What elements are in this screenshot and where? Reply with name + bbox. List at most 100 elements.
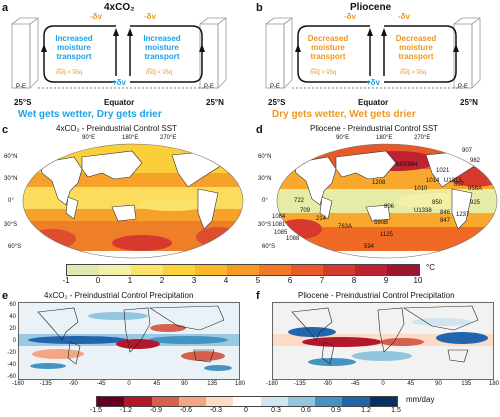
sst-colorbar-segment	[387, 265, 419, 275]
panel-b-lat-right: 25°N	[460, 98, 478, 107]
panel-e-y-ticks: 60 40 20 0 -20 -40 -60	[2, 302, 16, 382]
panel-d-lat-2: 30°N	[258, 176, 272, 182]
sst-colorbar-tick-label: 3	[191, 276, 197, 285]
site-label: 594	[364, 244, 375, 250]
precip-colorbar-tick-label: -0.6	[179, 407, 193, 414]
x-tick-label: 135	[461, 381, 472, 387]
panel-a-lat-right: 25°N	[206, 98, 224, 107]
panel-a-left-text: Increased moisture transport	[55, 34, 93, 61]
site-label: 907	[462, 148, 473, 154]
site-label: 850	[432, 200, 443, 206]
x-tick-label: 45	[407, 381, 415, 387]
precip-colorbar-segment	[124, 397, 152, 406]
y-tick-label: 60	[9, 302, 16, 308]
panel-a-title: 4xCO₂	[104, 2, 135, 13]
panel-a-top-left: -δv	[90, 12, 102, 21]
panel-c-lon-3: 270°E	[160, 135, 177, 141]
x-tick-label: 180	[488, 381, 500, 387]
panel-b-left-bottom: δ̅v̅q̅ > v̅δq	[310, 70, 337, 76]
y-tick-label: 0	[12, 338, 16, 344]
x-tick-label: 90	[181, 381, 188, 387]
site-label: 1125	[380, 232, 393, 238]
panel-d-lat-4: 30°S	[258, 222, 272, 228]
precip-colorbar-tick-label: 1.2	[361, 407, 371, 414]
panel-a-letter: a	[2, 2, 9, 14]
sst-colorbar-tick-label: -1	[62, 276, 70, 285]
x-tick-label: 0	[127, 381, 131, 387]
panel-d-letter: d	[256, 124, 263, 136]
precip-colorbar-segment	[287, 397, 316, 406]
y-tick-label: 20	[9, 326, 16, 332]
panel-b-pe-right: P-E	[458, 84, 469, 90]
x-tick-label: -45	[350, 381, 360, 387]
sst-colorbar-segment	[259, 265, 291, 275]
panel-b-lat-center: Equator	[358, 98, 389, 107]
precip-colorbar-segment	[342, 397, 370, 406]
site-label: 709	[300, 208, 311, 214]
panel-a-pe-left: P-E	[16, 84, 27, 90]
sst-colorbar-segment	[323, 265, 355, 275]
panel-c-lat-1: 60°N	[4, 154, 18, 160]
sst-colorbar-unit: °C	[426, 263, 435, 272]
sst-colorbar-tick-label: 1	[127, 276, 133, 285]
site-label: 847	[440, 218, 451, 224]
panel-a-lat-center: Equator	[104, 98, 135, 107]
y-tick-label: -40	[7, 362, 16, 368]
sst-colorbar-ticks: -1 0 1 2 3 4 5 6 7 8 9 10	[62, 276, 422, 286]
site-label: 1014	[426, 178, 440, 184]
site-label: 1088	[286, 236, 300, 242]
panel-a-right-bottom: δ̅v̅q̅ < v̅δq	[146, 70, 173, 76]
panel-b-bottom-center: +δv	[366, 78, 380, 87]
precip-colorbar-unit: mm/day	[406, 395, 435, 404]
panel-a-top-right: -δv	[144, 12, 156, 21]
precip-colorbar-segment	[260, 397, 288, 406]
precip-colorbar-tick-label: 0.3	[271, 407, 281, 414]
precip-colorbar-ticks: -1.5 -1.2 -0.9 -0.6 -0.3 0 0.3 0.6 0.9 1.2 1.5	[90, 407, 401, 416]
precip-colorbar-segment	[206, 397, 234, 406]
precip-colorbar-tick-label: -0.9	[149, 407, 163, 414]
site-label: 1081	[272, 222, 286, 228]
precip-colorbar	[96, 396, 398, 407]
site-label: 883/884	[396, 162, 418, 168]
x-tick-label: -90	[69, 381, 78, 387]
site-label: 1237	[456, 212, 470, 218]
sst-colorbar-segment	[227, 265, 259, 275]
panel-b-lat-left: 25°S	[268, 98, 286, 107]
panel-b-top-right: -δv	[398, 12, 410, 21]
precip-colorbar-segment	[151, 397, 179, 406]
sst-colorbar-tick-label: 5	[255, 276, 261, 285]
panel-f-title: Pliocene - Preindustrial Control Precipi…	[298, 291, 455, 300]
panel-c-lon-1: 90°E	[82, 135, 96, 141]
sst-colorbar-tick-label: 7	[319, 276, 325, 285]
sst-colorbar-segment	[355, 265, 387, 275]
sst-colorbar-tick-label: 0	[95, 276, 101, 285]
site-label: 763A	[338, 224, 353, 230]
sst-colorbar-tick-label: 4	[223, 276, 229, 285]
sst-colorbar-tick-label: 8	[351, 276, 357, 285]
x-tick-label: 0	[381, 381, 385, 387]
panel-d-lon-3: 270°E	[414, 135, 431, 141]
sst-colorbar-segment	[99, 265, 131, 275]
panel-a-left-bottom: δ̅v̅q̅ < v̅δq	[56, 70, 83, 76]
x-tick-label: -135	[39, 381, 52, 387]
site-label: 958A	[468, 186, 483, 192]
precip-colorbar-segment	[97, 397, 125, 406]
panel-d-sst-map	[276, 143, 498, 259]
site-label: 1084	[272, 214, 286, 220]
precip-colorbar-tick-label: -0.3	[209, 407, 223, 414]
sst-colorbar-segment	[163, 265, 195, 275]
sst-colorbar-segment	[131, 265, 163, 275]
sst-colorbar-tick-label: 2	[159, 276, 165, 285]
panel-c-lat-5: 60°S	[8, 244, 22, 250]
panel-d-lat-3: 0°	[262, 198, 268, 204]
panel-c-sst-map	[22, 143, 244, 259]
panel-a-bottom-center: +δv	[112, 78, 126, 87]
sst-colorbar-segment	[291, 265, 323, 275]
panel-a-schematic	[11, 17, 227, 89]
site-label: 846	[440, 210, 451, 216]
panel-b-letter: b	[256, 2, 263, 14]
panel-f-x-ticks: -180 -135 -90 -45 0 45 90 135 180	[266, 381, 499, 389]
precip-colorbar-segment	[233, 397, 261, 406]
site-label: 1010	[414, 186, 428, 192]
panel-b-caption: Dry gets wetter, Wet gets drier	[272, 109, 416, 120]
